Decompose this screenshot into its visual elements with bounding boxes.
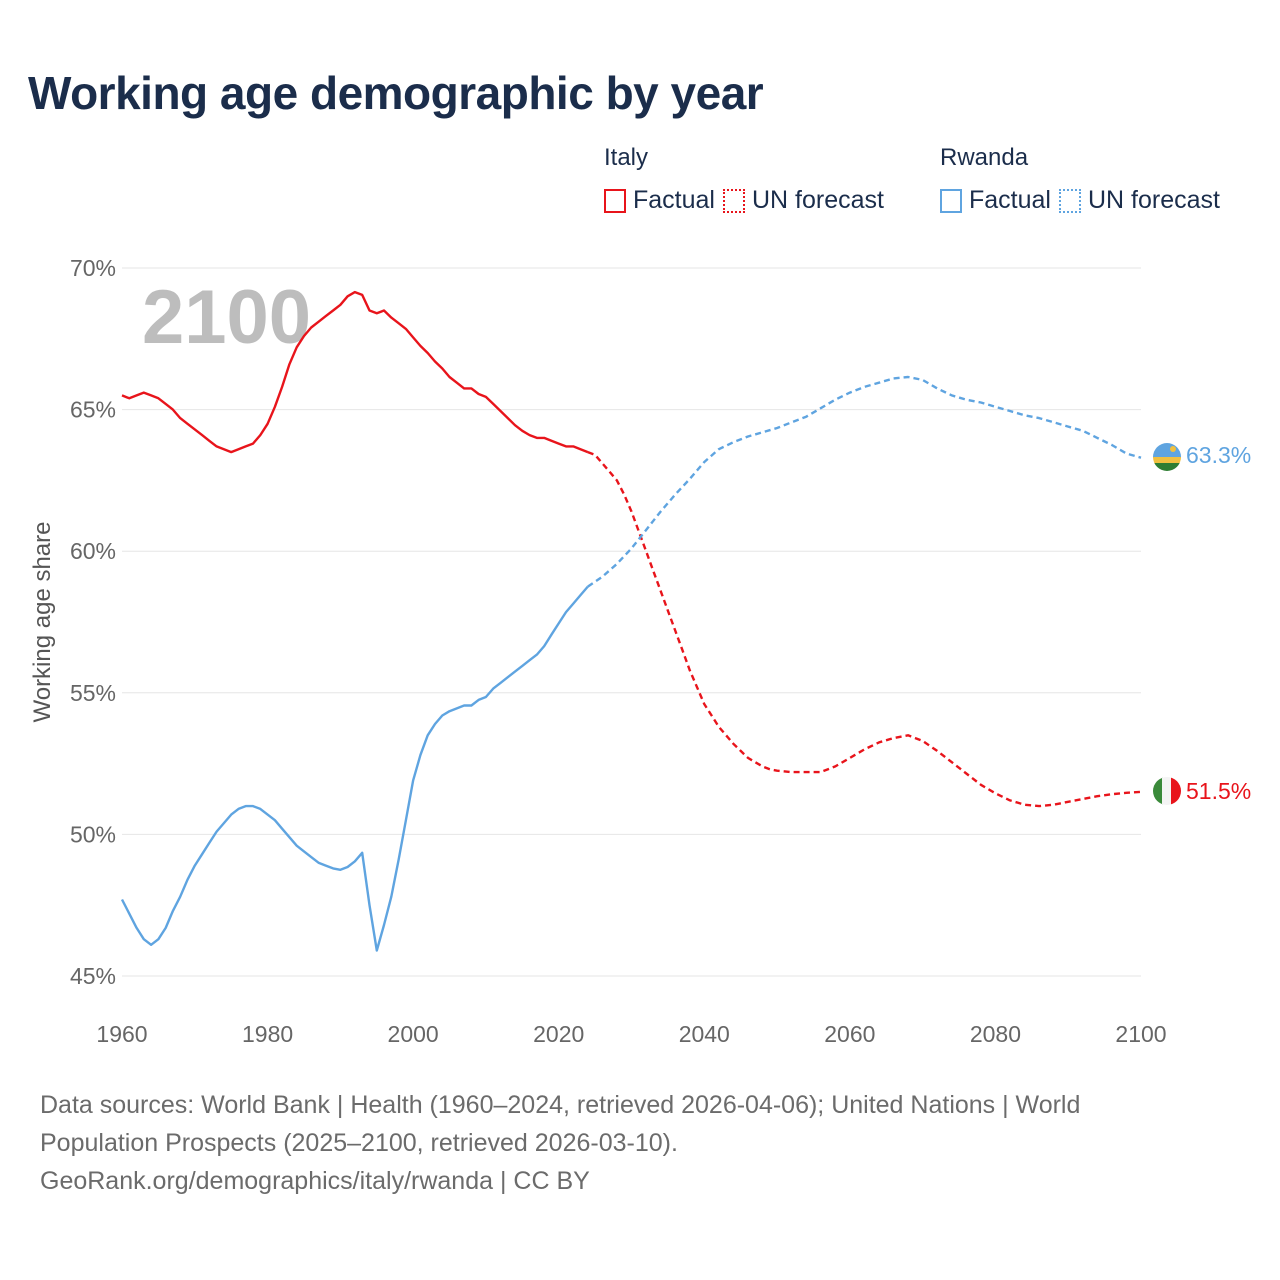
legend-rwanda-factual-label: Factual xyxy=(969,186,1051,214)
legend-italy-forecast[interactable]: UN forecast xyxy=(722,186,884,215)
legend-swatch-italy-forecast xyxy=(722,188,745,213)
rwanda-forecast-line xyxy=(587,375,1142,588)
end-label-italy: 51.5% xyxy=(1186,778,1251,804)
footer: Data sources: World Bank | Health (1960–… xyxy=(40,1086,1220,1200)
end-label-rwanda: 63.3% xyxy=(1186,442,1251,468)
legend-italy-forecast-label: UN forecast xyxy=(751,186,884,214)
y-tick-label: 45% xyxy=(70,963,116,989)
y-axis-label: Working age share xyxy=(29,522,56,723)
legend-swatch-italy-factual xyxy=(604,188,626,213)
footer-sources-line2: Population Prospects (2025–2100, retriev… xyxy=(40,1129,678,1157)
x-tick-label: 2000 xyxy=(388,1021,439,1047)
x-tick-label: 1980 xyxy=(242,1021,293,1047)
rwanda-flag-icon xyxy=(1153,443,1181,471)
legend-italy: Italy Factual UN forecast xyxy=(604,144,892,215)
y-tick-label: 50% xyxy=(70,821,116,847)
italy-forecast-line xyxy=(587,450,1142,808)
legend-rwanda: Rwanda Factual UN forecast xyxy=(940,144,1228,215)
x-tick-label: 1960 xyxy=(96,1021,147,1047)
x-tick-label: 2080 xyxy=(970,1021,1021,1047)
year-watermark: 2100 xyxy=(142,275,311,360)
x-tick-label: 2020 xyxy=(533,1021,584,1047)
footer-attribution[interactable]: GeoRank.org/demographics/italy/rwanda | … xyxy=(40,1167,590,1195)
rwanda-factual-line xyxy=(120,585,589,952)
legend-rwanda-country: Rwanda xyxy=(940,144,1029,171)
y-tick-label: 70% xyxy=(70,255,116,281)
legend-swatch-rwanda-forecast xyxy=(1058,188,1081,213)
x-tick-label: 2040 xyxy=(679,1021,730,1047)
x-tick-label: 2100 xyxy=(1115,1021,1166,1047)
y-tick-label: 55% xyxy=(70,680,116,706)
legend-italy-country: Italy xyxy=(604,144,649,171)
legend-italy-factual[interactable]: Factual xyxy=(604,186,715,215)
y-tick-label: 65% xyxy=(70,397,116,423)
italy-factual-line xyxy=(121,290,589,454)
footer-sources-line1: Data sources: World Bank | Health (1960–… xyxy=(40,1091,1081,1119)
italy-flag-icon xyxy=(1153,777,1181,805)
line-chart: 45% 50% 55% 60% 65% 70% 1960 1980 2000 2020 2040 2… xyxy=(29,255,1251,1047)
y-tick-label: 60% xyxy=(70,538,116,564)
legend-rwanda-factual[interactable]: Factual xyxy=(940,186,1051,215)
legend-rwanda-forecast[interactable]: UN forecast xyxy=(1058,186,1220,215)
legend-swatch-rwanda-factual xyxy=(940,188,962,213)
legend-italy-factual-label: Factual xyxy=(633,186,715,214)
x-tick-label: 2060 xyxy=(824,1021,875,1047)
legend-rwanda-forecast-label: UN forecast xyxy=(1087,186,1220,214)
chart-title: Working age demographic by year xyxy=(28,67,764,119)
